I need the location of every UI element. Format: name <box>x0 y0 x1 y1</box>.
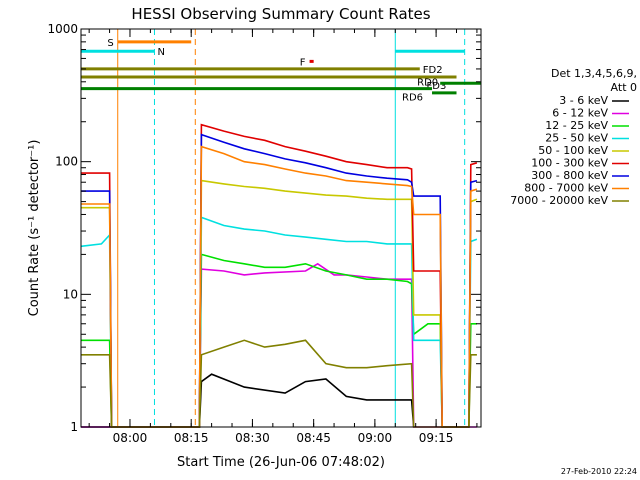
x-tick-label-2: 08:30 <box>235 431 270 445</box>
x-tick-label-1: 08:15 <box>174 431 209 445</box>
footer-date: 27-Feb-2010 22:24 <box>561 467 637 476</box>
flag-label-0: S <box>107 38 113 49</box>
series-line-1 <box>81 262 477 428</box>
x-tick-label-5: 09:15 <box>419 431 454 445</box>
legend-label-5: 100 - 300 keV <box>531 157 608 170</box>
flag-label-6: RD0 <box>417 77 438 88</box>
chart-title: HESSI Observing Summary Count Rates <box>131 5 430 23</box>
legend-label-1: 6 - 12 keV <box>552 107 608 120</box>
flag-label-5: FD3 <box>427 81 447 92</box>
legend-label-7: 800 - 7000 keV <box>524 182 608 195</box>
plot-frame <box>80 28 482 428</box>
x-tick-label-0: 08:00 <box>113 431 148 445</box>
flag-label-3: F <box>300 57 306 68</box>
legend-label-3: 25 - 50 keV <box>545 132 608 145</box>
legend-label-8: 7000 - 20000 keV <box>510 194 608 207</box>
x-tick-label-4: 09:00 <box>358 431 393 445</box>
y-tick-label-3: 1000 <box>47 22 78 36</box>
y-tick-label-2: 100 <box>55 155 78 169</box>
legend-label-6: 300 - 800 keV <box>531 169 608 182</box>
y-tick-label-0: 1 <box>70 420 78 434</box>
legend-label-0: 3 - 6 keV <box>559 94 608 107</box>
axis-layer: 1 10 100 1000 08:00 08:15 08:30 08:45 09:00 09:15 <box>47 22 481 445</box>
legend-label-4: 50 - 100 keV <box>538 144 608 157</box>
flag-label-1: N <box>157 47 164 58</box>
flag-label-4: FD2 <box>423 65 443 76</box>
legend-label-2: 12 - 25 keV <box>545 119 608 132</box>
x-tick-label-3: 08:45 <box>296 431 331 445</box>
series-line-7 <box>81 145 478 428</box>
flag-label-7: RD6 <box>402 93 423 104</box>
y-tick-label-1: 10 <box>63 287 78 301</box>
x-axis-label: Start Time (26-Jun-06 07:48:02) <box>177 455 385 470</box>
y-axis-label: Count Rate (s⁻¹ detector⁻¹) <box>27 140 42 317</box>
legend-title-line-1: Det 1,3,4,5,6,9, <box>551 67 637 80</box>
legend-title-line-2: Att 0 <box>611 81 637 94</box>
